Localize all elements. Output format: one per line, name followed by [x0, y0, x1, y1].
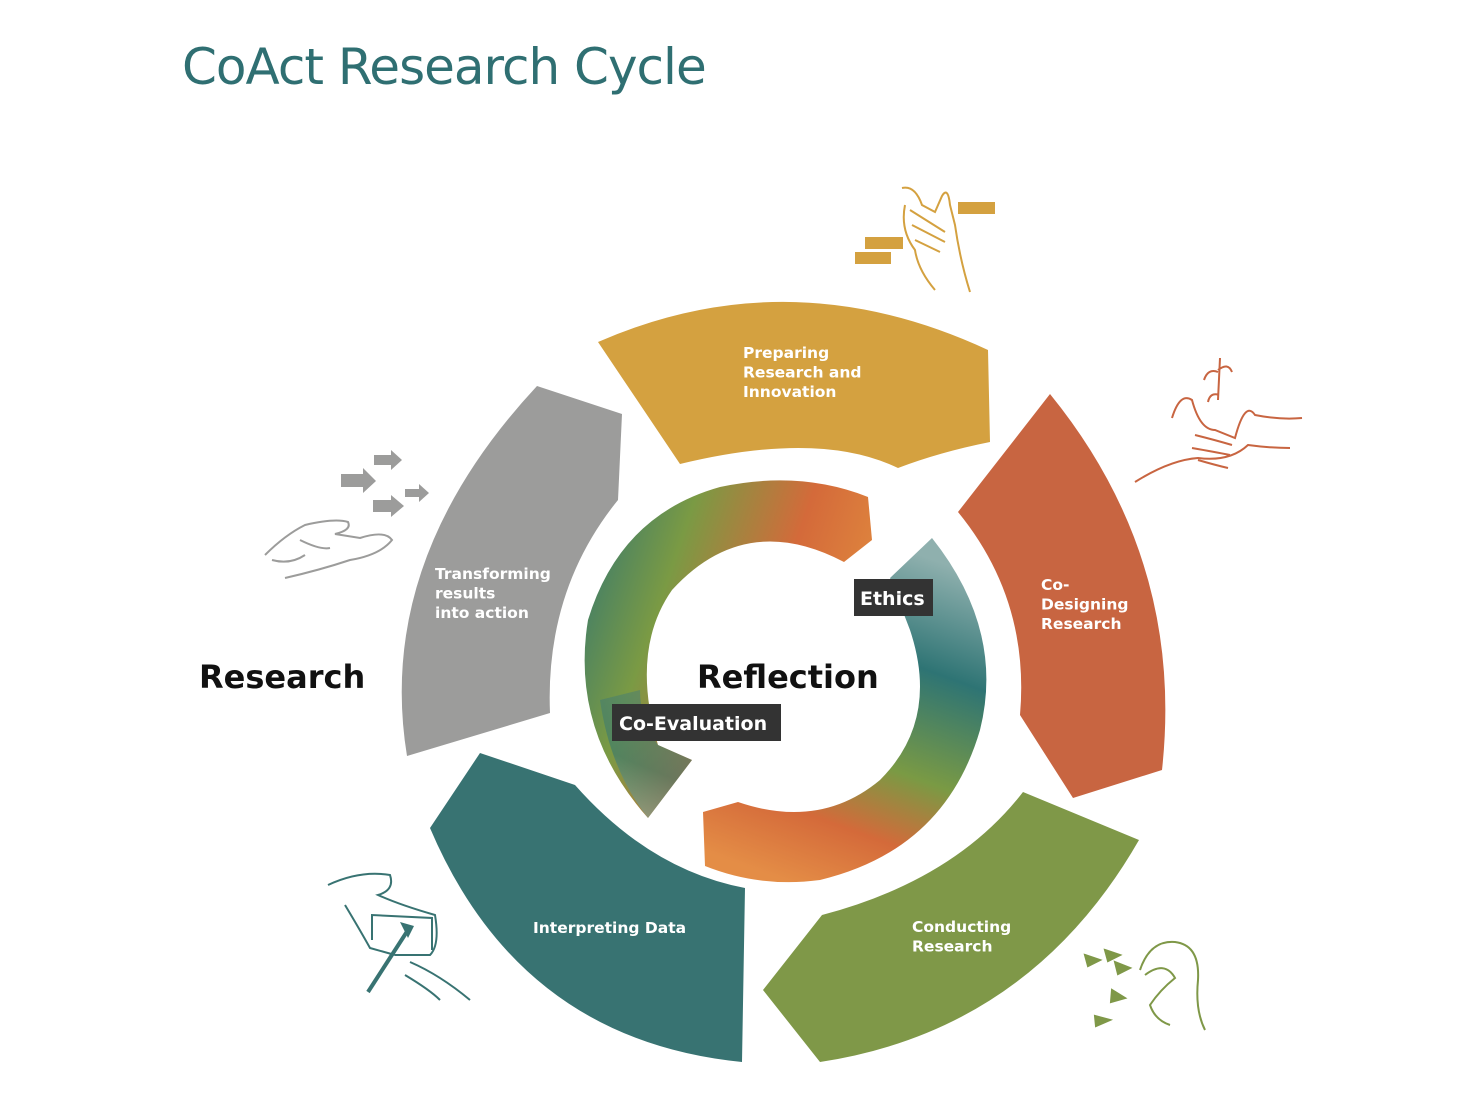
co-evaluation-tag: Co-Evaluation — [612, 704, 781, 741]
inner-ring-lower-arc — [703, 538, 987, 883]
stage-interpreting-label: Interpreting Data — [533, 919, 686, 937]
stage-label-line: Interpreting Data — [533, 919, 686, 937]
stage-label-line: Co- — [1041, 576, 1069, 594]
stage-label-line: results — [435, 585, 495, 603]
stage-label-line: Research — [1041, 615, 1122, 633]
research-label: Research — [199, 658, 365, 696]
ethics-tag: Ethics — [854, 579, 933, 616]
ethics-tag-text: Ethics — [860, 588, 925, 610]
stage-label-line: Innovation — [743, 383, 836, 401]
open-hand-arrows-icon — [264, 450, 429, 579]
stage-conducting-segment[interactable] — [763, 792, 1139, 1062]
stage-label-line: Research — [912, 938, 993, 956]
stage-interpreting-segment[interactable] — [430, 753, 745, 1062]
page-title: CoAct Research Cycle — [182, 38, 707, 96]
stage-label-line: Transforming — [435, 565, 551, 583]
inner-ring-upper-arc — [584, 480, 872, 818]
co-evaluation-tag-text: Co-Evaluation — [619, 713, 767, 735]
stage-preparing-label: Preparing Research and Innovation — [743, 344, 862, 401]
stage-label-line: into action — [435, 604, 529, 622]
stage-conducting-label: Conducting Research — [912, 918, 1011, 956]
stage-label-line: Conducting — [912, 918, 1011, 936]
stage-label-line: Preparing — [743, 344, 829, 362]
stage-label-line: Designing — [1041, 596, 1129, 614]
pinch-hand-icon — [1083, 940, 1206, 1031]
reflection-label: Reflection — [697, 658, 879, 696]
stage-preparing-segment[interactable] — [598, 301, 990, 468]
stage-co-designing-label: Co- Designing Research — [1041, 576, 1129, 633]
frame-hands-icon — [327, 872, 471, 1001]
speech-hand-icon — [855, 186, 995, 293]
stage-transforming-label: Transforming results into action — [435, 565, 551, 622]
stage-co-designing-segment[interactable] — [958, 394, 1166, 798]
stage-label-line: Research and — [743, 364, 862, 382]
stage-transforming-segment[interactable] — [401, 386, 622, 756]
plant-hands-icon — [1134, 357, 1303, 483]
